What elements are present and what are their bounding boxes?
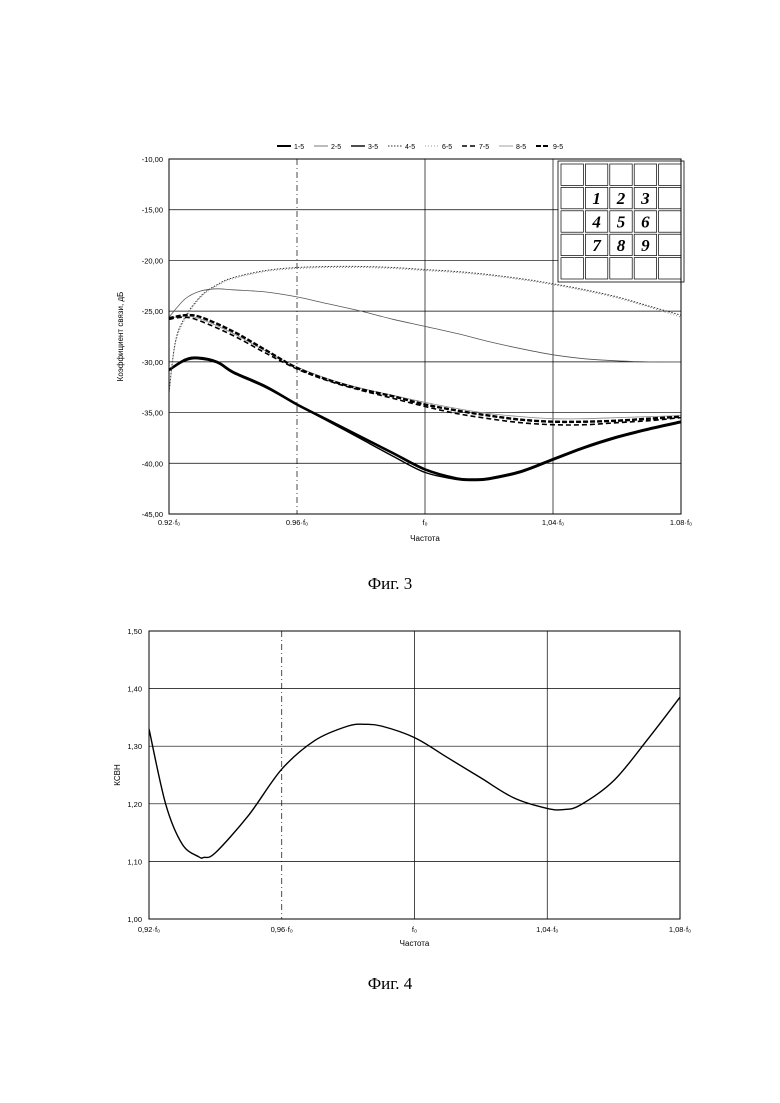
y-axis-label: КСВН [113, 764, 122, 786]
figure-caption: Фиг. 4 [0, 974, 780, 994]
y-tick-label: 1,30 [127, 742, 142, 751]
y-tick-label: 1,40 [127, 685, 142, 694]
vswr-chart: 1,50 1,40 1,30 1,20 1,10 1,000,92·f₀ 0,96·f₀ f₀… [0, 0, 780, 970]
x-tick-label: f₀ [412, 925, 417, 934]
x-tick-label: 0,96·f₀ [271, 925, 293, 934]
x-tick-label: 1,08·f₀ [669, 925, 691, 934]
y-tick-label: 1,10 [127, 857, 142, 866]
chart-axes: 1,50 1,40 1,30 1,20 1,10 1,000,92·f₀ 0,96·f₀ f₀… [127, 627, 691, 934]
y-tick-label: 1,20 [127, 800, 142, 809]
x-tick-label: 0,92·f₀ [138, 925, 160, 934]
y-tick-label: 1,00 [127, 915, 142, 924]
chart-grid [149, 631, 680, 919]
x-tick-label: 1,04·f₀ [536, 925, 558, 934]
y-tick-label: 1,50 [127, 627, 142, 636]
x-axis-label: Частота [400, 939, 430, 948]
